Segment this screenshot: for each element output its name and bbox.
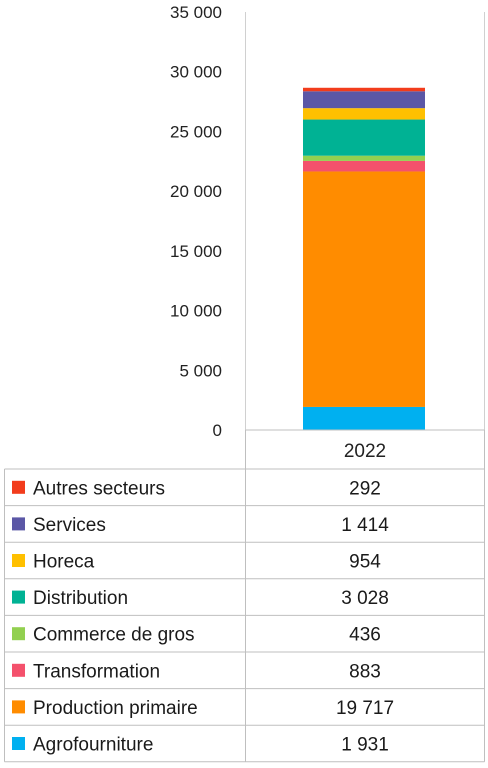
data-table: 2022 Autres secteurs 292 Services 1 414 Horec…	[4, 429, 485, 763]
y-tick-label: 5 000	[179, 361, 222, 380]
legend-entry-label: Horeca	[33, 552, 95, 573]
bar-segment	[303, 87, 425, 92]
data-value-label: 883	[349, 661, 381, 682]
legend-swatch	[12, 590, 25, 604]
y-tick-label: 35 000	[170, 3, 222, 22]
data-value-label: 436	[349, 625, 381, 646]
bar-segment	[303, 91, 425, 109]
data-value-label: 1 931	[341, 735, 389, 756]
data-value-label: 954	[349, 552, 381, 573]
legend-swatch	[12, 737, 25, 750]
legend-swatch	[12, 517, 25, 531]
y-tick-labels: 0 5 000 10 000 15 000 20 000 25 000 30 000 35 0…	[170, 3, 222, 440]
y-tick-label: 15 000	[170, 242, 222, 261]
legend-entry-label: Autres secteurs	[33, 478, 165, 499]
legend-entry-label: Services	[33, 515, 106, 536]
bar-segments	[303, 87, 425, 430]
legend-entry-label: Commerce de gros	[33, 625, 195, 646]
data-value-label: 1 414	[341, 515, 389, 536]
legend-swatch	[12, 627, 25, 641]
x-category-label: 2022	[344, 441, 386, 462]
y-tick-label: 20 000	[170, 182, 222, 201]
legend-entry-label: Distribution	[33, 588, 128, 609]
bar-segment	[303, 160, 425, 172]
y-tick-label: 0	[213, 421, 222, 440]
bar-segment	[303, 155, 425, 161]
y-tick-label: 30 000	[170, 63, 222, 82]
y-tick-label: 10 000	[170, 302, 222, 321]
data-value-label: 19 717	[336, 698, 394, 719]
bar-segment	[303, 108, 425, 120]
legend-entry-label: Transformation	[33, 661, 160, 682]
bar-segment	[303, 406, 425, 430]
legend-entry-label: Agrofourniture	[33, 735, 153, 756]
data-value-label: 292	[349, 478, 381, 499]
data-value-label: 3 028	[341, 588, 389, 609]
bar-segment	[303, 119, 425, 156]
bar-segment	[303, 171, 425, 407]
legend-swatch	[12, 480, 25, 494]
y-tick-label: 25 000	[170, 122, 222, 141]
legend-swatch	[12, 700, 25, 714]
legend-swatch	[12, 554, 25, 567]
legend-entry-label: Production primaire	[33, 698, 198, 719]
legend-swatch	[12, 663, 25, 677]
